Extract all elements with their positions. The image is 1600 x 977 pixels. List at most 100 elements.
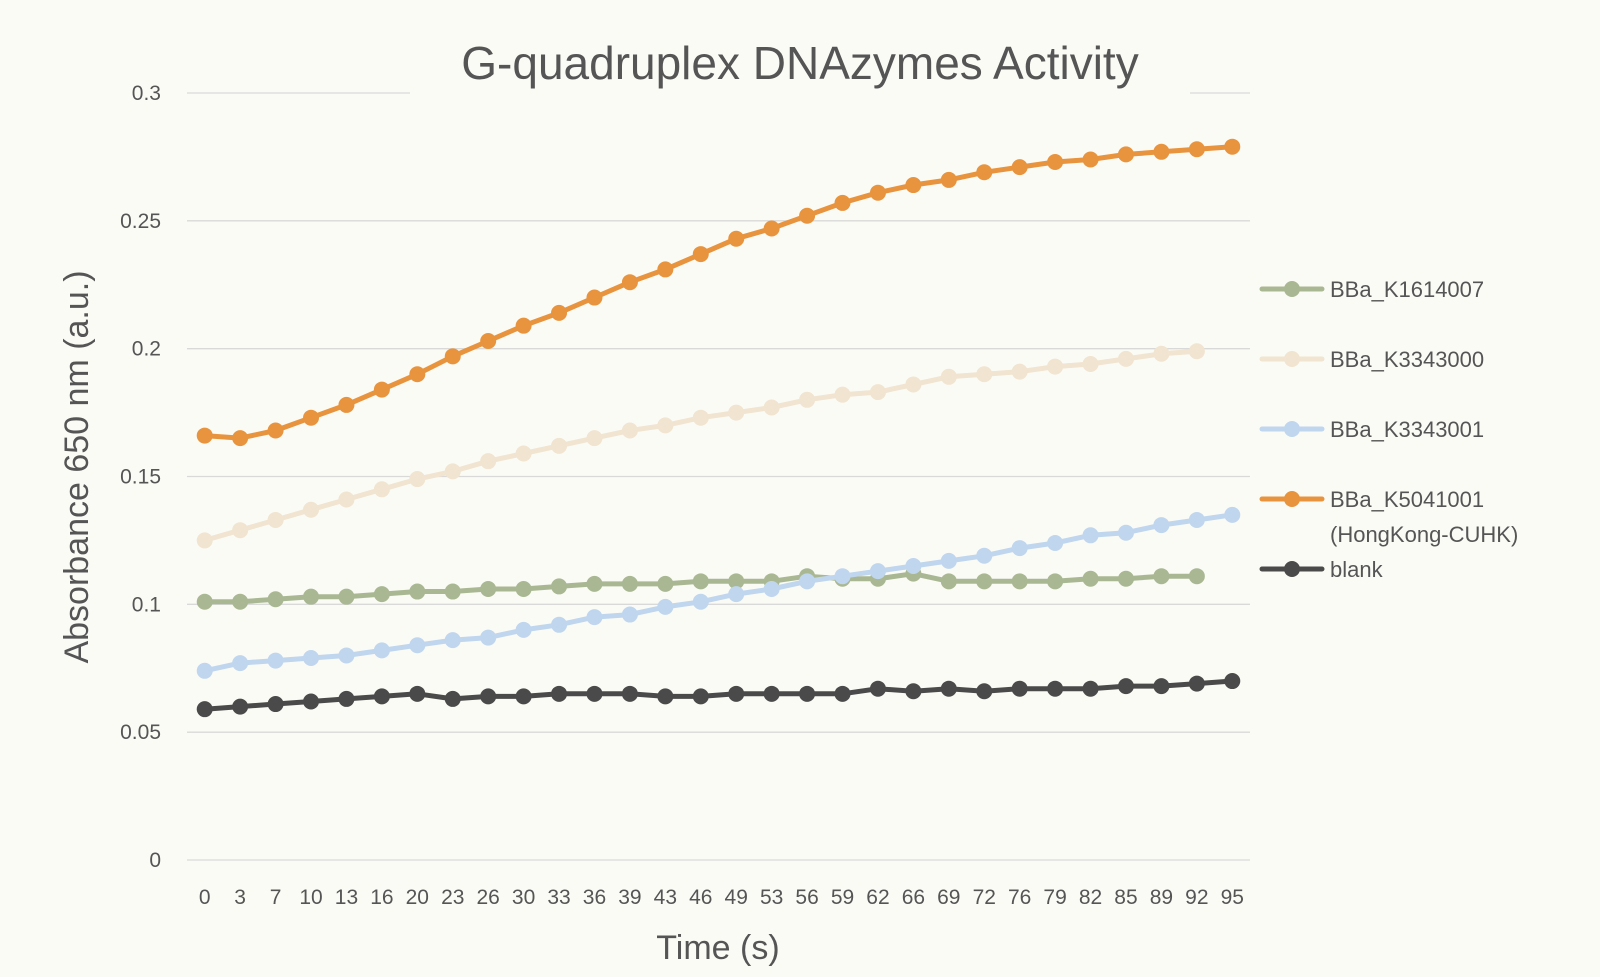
data-point [621, 422, 638, 439]
data-point [763, 685, 780, 702]
x-tick-label: 95 [1221, 886, 1244, 909]
data-point [763, 220, 780, 237]
data-point [621, 274, 638, 291]
x-tick-label: 79 [1043, 886, 1066, 909]
x-tick-label: 43 [654, 886, 677, 909]
data-point [303, 650, 320, 667]
data-point [480, 629, 497, 646]
data-point [1082, 527, 1099, 544]
x-tick-label: 33 [547, 886, 570, 909]
data-point [834, 194, 851, 211]
data-point [940, 573, 957, 590]
data-point [799, 685, 816, 702]
data-point [799, 207, 816, 224]
data-point [480, 688, 497, 705]
data-point [869, 680, 886, 697]
data-point [692, 409, 709, 426]
x-tick-label: 16 [370, 886, 393, 909]
data-point [834, 685, 851, 702]
data-point [763, 580, 780, 597]
data-point [728, 685, 745, 702]
x-tick-label: 26 [477, 886, 500, 909]
data-point [728, 586, 745, 603]
data-point [373, 688, 390, 705]
gridlines [187, 92, 1250, 861]
series-line [202, 512, 1235, 674]
data-point [1117, 350, 1134, 367]
legend-label: BBa_K3343000 [1330, 347, 1484, 372]
data-point [728, 404, 745, 421]
x-tick-label: 72 [973, 886, 996, 909]
data-point [515, 580, 532, 597]
data-point [232, 593, 249, 610]
data-point [1117, 146, 1134, 163]
data-point [303, 693, 320, 710]
data-point [692, 246, 709, 263]
x-tick-label: 46 [689, 886, 712, 909]
data-point [444, 690, 461, 707]
data-point [1047, 573, 1064, 590]
data-point [515, 688, 532, 705]
data-point [657, 688, 674, 705]
data-point [1224, 673, 1241, 690]
data-point [515, 317, 532, 334]
data-point [1047, 358, 1064, 375]
legend-label: BBa_K5041001 [1330, 487, 1484, 512]
data-point [338, 491, 355, 508]
data-point [267, 422, 284, 439]
data-point [940, 680, 957, 697]
y-tick-label: 0.05 [120, 721, 161, 744]
data-point [1224, 506, 1241, 523]
x-tick-label: 89 [1150, 886, 1173, 909]
data-point [834, 386, 851, 403]
x-tick-label: 82 [1079, 886, 1102, 909]
series-2 [196, 506, 1241, 679]
data-point [267, 696, 284, 713]
x-tick-label: 76 [1008, 886, 1031, 909]
data-point [444, 463, 461, 480]
x-tick-label: 7 [270, 886, 282, 909]
x-tick-label: 30 [512, 886, 535, 909]
data-point [728, 573, 745, 590]
data-point [657, 575, 674, 592]
data-point [303, 588, 320, 605]
data-point [586, 685, 603, 702]
data-point [551, 685, 568, 702]
data-point [1011, 680, 1028, 697]
data-point [976, 164, 993, 181]
data-point [586, 575, 603, 592]
data-point [196, 593, 213, 610]
x-tick-label: 0 [199, 886, 211, 909]
x-tick-label: 92 [1185, 886, 1208, 909]
data-point [1082, 680, 1099, 697]
data-point [586, 609, 603, 626]
data-point [1047, 534, 1064, 551]
x-tick-label: 59 [831, 886, 854, 909]
legend-item: BBa_K3343001 [1259, 417, 1484, 442]
data-point [338, 396, 355, 413]
data-point [940, 368, 957, 385]
data-point [480, 453, 497, 470]
data-point [976, 573, 993, 590]
x-tick-label: 49 [725, 886, 748, 909]
x-tick-label: 56 [795, 886, 818, 909]
x-tick-label: 66 [902, 886, 925, 909]
legend-marker [1284, 421, 1300, 437]
data-point [763, 399, 780, 416]
data-point [1224, 138, 1241, 155]
data-point [1188, 511, 1205, 528]
data-point [409, 471, 426, 488]
data-point [692, 688, 709, 705]
x-tick-label: 20 [406, 886, 429, 909]
data-point [869, 384, 886, 401]
x-tick-label: 23 [441, 886, 464, 909]
data-point [444, 632, 461, 649]
data-point [232, 655, 249, 672]
data-point [692, 573, 709, 590]
y-axis-ticks: 0 0.05 0.1 0.15 0.2 0.25 0.3 [120, 82, 161, 872]
data-point [1082, 570, 1099, 587]
legend-marker [1284, 561, 1300, 577]
data-point [1011, 363, 1028, 380]
data-point [1082, 151, 1099, 168]
legend-label: BBa_K3343001 [1330, 417, 1484, 442]
